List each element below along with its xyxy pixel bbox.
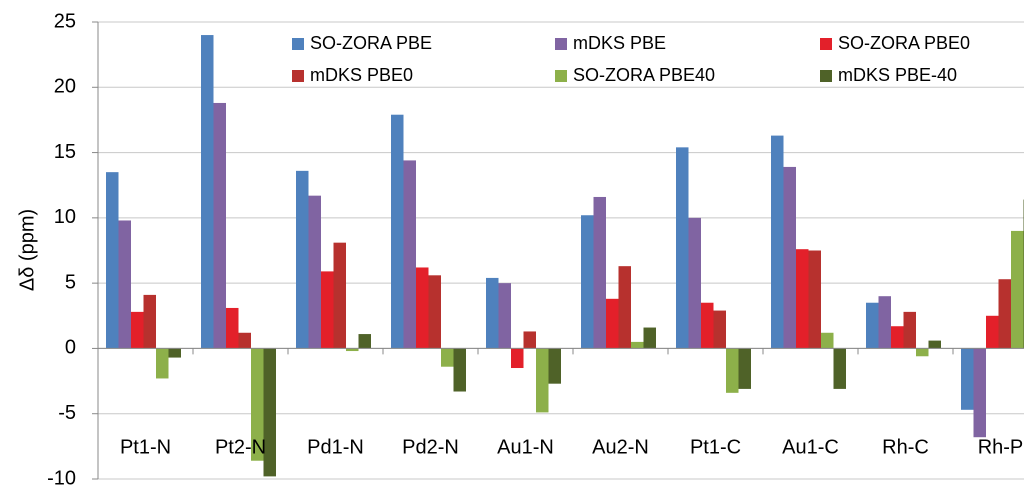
bar: [391, 114, 404, 349]
bar: [676, 147, 689, 349]
bar: [916, 348, 929, 357]
bar: [973, 348, 986, 438]
bar: [581, 215, 594, 349]
bar: [498, 283, 511, 349]
bar: [143, 294, 156, 349]
legend-label: mDKS PBE-40: [838, 65, 957, 85]
bar: [738, 348, 751, 389]
x-tick-label: Pt1-N: [120, 436, 171, 458]
legend-label: SO-ZORA PBE40: [573, 65, 715, 85]
bar: [536, 348, 549, 413]
bar: [358, 334, 371, 349]
bar: [321, 271, 334, 349]
bar: [511, 348, 524, 369]
bar: [131, 311, 144, 349]
bar: [961, 348, 974, 410]
bar: [168, 348, 181, 358]
y-tick-label: 0: [65, 337, 76, 359]
y-tick-label: -5: [58, 402, 76, 424]
bar: [866, 302, 879, 349]
bar: [403, 160, 416, 349]
bar: [346, 348, 359, 352]
bar: [156, 348, 169, 379]
bar: [688, 217, 701, 349]
bar: [986, 315, 999, 349]
bar: [238, 332, 251, 349]
bar: [783, 166, 796, 349]
legend-swatch: [555, 38, 567, 50]
bar: [821, 332, 834, 349]
bar: [201, 35, 214, 349]
legend-swatch: [292, 70, 304, 82]
x-tick-label: Pd2-N: [402, 436, 459, 458]
bar: [701, 302, 714, 349]
legend-swatch: [555, 70, 567, 82]
bar: [213, 102, 226, 349]
x-tick-label: Pt1-C: [690, 436, 741, 458]
y-tick-label: 10: [54, 206, 76, 228]
x-tick-label: Pt2-N: [215, 436, 266, 458]
bar: [771, 135, 784, 349]
x-tick-label: Au1-N: [497, 436, 554, 458]
bar: [618, 266, 631, 349]
x-tick-label: Rh-C: [882, 436, 929, 458]
bar: [333, 242, 346, 349]
legend-label: mDKS PBE0: [310, 65, 413, 85]
y-tick-label: 20: [54, 76, 76, 98]
bar: [441, 348, 454, 367]
y-tick-label: -10: [47, 467, 76, 487]
bar: [296, 170, 309, 349]
x-tick-label: Rh-P: [978, 436, 1024, 458]
bar: [593, 196, 606, 349]
bar: [998, 279, 1011, 349]
legend-swatch: [820, 70, 832, 82]
bar: [903, 311, 916, 349]
legend-swatch: [292, 38, 304, 50]
bar: [606, 298, 619, 349]
legend-label: mDKS PBE: [573, 33, 666, 53]
bar: [726, 348, 739, 393]
bar: [428, 275, 441, 349]
bar: [523, 331, 536, 349]
x-tick-label: Au2-N: [592, 436, 649, 458]
bar: [486, 277, 499, 349]
bar: [263, 348, 276, 477]
bar: [643, 327, 656, 349]
y-tick-label: 5: [65, 271, 76, 293]
bar: [251, 348, 264, 461]
bar: [796, 249, 809, 349]
legend-label: SO-ZORA PBE: [310, 33, 432, 53]
bar: [713, 310, 726, 349]
bar: [878, 296, 891, 349]
bar: [226, 307, 239, 349]
bar: [548, 348, 561, 384]
bar: [1011, 230, 1024, 349]
bar: [631, 341, 644, 349]
bar: [833, 348, 846, 389]
y-tick-label: 15: [54, 141, 76, 163]
legend-swatch: [820, 38, 832, 50]
bar: [118, 220, 131, 349]
bar: [891, 326, 904, 349]
y-axis-label: Δδ (ppm): [16, 209, 38, 291]
bar: [106, 172, 119, 349]
bar: [308, 195, 321, 349]
x-tick-label: Au1-C: [782, 436, 839, 458]
legend-label: SO-ZORA PBE0: [838, 33, 970, 53]
bar: [808, 250, 821, 349]
x-tick-label: Pd1-N: [307, 436, 364, 458]
bar: [416, 267, 429, 349]
bar: [928, 340, 941, 349]
bar: [453, 348, 466, 392]
y-tick-label: 25: [54, 10, 76, 32]
